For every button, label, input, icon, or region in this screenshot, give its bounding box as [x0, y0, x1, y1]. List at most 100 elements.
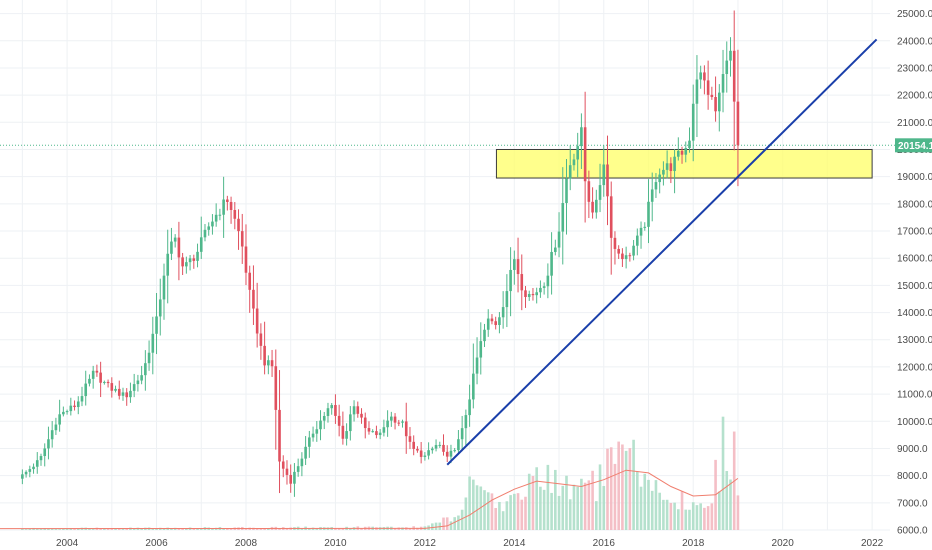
candle-body	[322, 416, 326, 421]
candle	[382, 419, 386, 437]
candle-body	[289, 474, 293, 484]
candle	[69, 397, 73, 416]
candle-body	[587, 181, 591, 202]
candle	[334, 394, 337, 424]
resistance-zone-rect	[495, 148, 873, 179]
candle-body	[464, 415, 468, 429]
candle-body	[360, 413, 363, 418]
candle	[173, 234, 177, 248]
volume-bar	[263, 528, 266, 530]
candle-body	[624, 255, 628, 260]
volume-bar	[24, 529, 28, 530]
volume-bar	[162, 528, 166, 530]
volume-bar	[177, 528, 181, 530]
candle	[568, 145, 572, 191]
y-tick-label: 19000.0	[897, 172, 932, 183]
candle	[706, 60, 710, 110]
y-tick-label: 21000.0	[897, 118, 932, 129]
candle-body	[226, 199, 229, 202]
candle	[278, 370, 281, 494]
volume-bar	[54, 529, 58, 530]
candle	[76, 396, 80, 415]
candle-body	[296, 466, 300, 472]
candle-body	[602, 164, 606, 186]
candle	[371, 429, 375, 433]
candle	[222, 176, 225, 238]
candle	[457, 429, 460, 455]
candle	[695, 55, 699, 138]
trendline[interactable]	[446, 38, 878, 466]
volume-bar	[498, 501, 501, 530]
candle-body	[632, 245, 635, 256]
candle-body	[378, 432, 382, 436]
volume-bar	[125, 528, 129, 530]
last-price-badge: 20154.1	[895, 138, 932, 153]
volume-bar	[688, 509, 691, 530]
volume-bar	[39, 528, 43, 530]
candle-body	[281, 461, 285, 469]
candle-body	[568, 165, 572, 179]
candle	[281, 455, 285, 478]
candle-body	[445, 451, 449, 457]
candle	[624, 246, 628, 269]
candle-body	[479, 341, 483, 358]
volume-bar	[106, 528, 110, 530]
volume-bar	[516, 493, 520, 530]
volume-bar	[337, 528, 341, 530]
candle	[345, 423, 348, 446]
candle-body	[185, 262, 188, 267]
volume-bar	[255, 528, 259, 530]
x-tick-label: 2012	[414, 538, 437, 549]
candle-body	[401, 421, 404, 423]
candle-body	[457, 439, 460, 451]
candle	[315, 421, 319, 442]
volume-bar	[598, 464, 602, 530]
candle-body	[621, 253, 624, 260]
candle-body	[211, 221, 214, 227]
candle-body	[486, 318, 490, 330]
candle-body	[207, 226, 211, 230]
candle-body	[192, 258, 196, 261]
candle-body	[65, 411, 69, 413]
resistance-zone[interactable]	[495, 148, 873, 179]
candle	[684, 141, 688, 163]
candle-body	[718, 92, 721, 112]
candle-body	[69, 405, 73, 412]
candle	[554, 239, 557, 256]
candle	[326, 402, 330, 423]
volume-bar	[658, 492, 661, 530]
candle-body	[542, 286, 546, 288]
candle	[390, 411, 393, 427]
candle	[729, 37, 732, 77]
volume-bar	[91, 529, 95, 530]
candle-body	[319, 420, 322, 430]
volume-bar	[259, 528, 263, 530]
candle	[673, 149, 676, 194]
x-tick-label: 2016	[593, 538, 616, 549]
volume-bar	[278, 528, 281, 530]
volume-bar	[192, 528, 196, 530]
candle-body	[699, 72, 702, 80]
volume-bar	[650, 490, 654, 530]
volume-bar	[703, 507, 706, 530]
volume-bar	[334, 528, 337, 530]
y-axis[interactable]: 6000.0 7000.0 8000.0 9000.0 10000.0 11000.0 12…	[897, 9, 932, 536]
volume-bar	[300, 528, 304, 530]
candle-body	[684, 148, 688, 155]
candle	[349, 406, 352, 441]
candle-body	[371, 431, 375, 433]
candle-body	[706, 80, 710, 95]
candle-body	[606, 164, 609, 197]
candle-body	[505, 291, 509, 308]
candle	[718, 84, 721, 132]
candle-body	[673, 156, 676, 172]
candle	[229, 196, 233, 224]
candle	[226, 195, 229, 211]
candle-body	[654, 182, 658, 190]
x-tick-label: 2006	[145, 538, 168, 549]
candle-body	[639, 227, 643, 236]
candle-body	[397, 422, 401, 424]
candle	[393, 413, 397, 430]
